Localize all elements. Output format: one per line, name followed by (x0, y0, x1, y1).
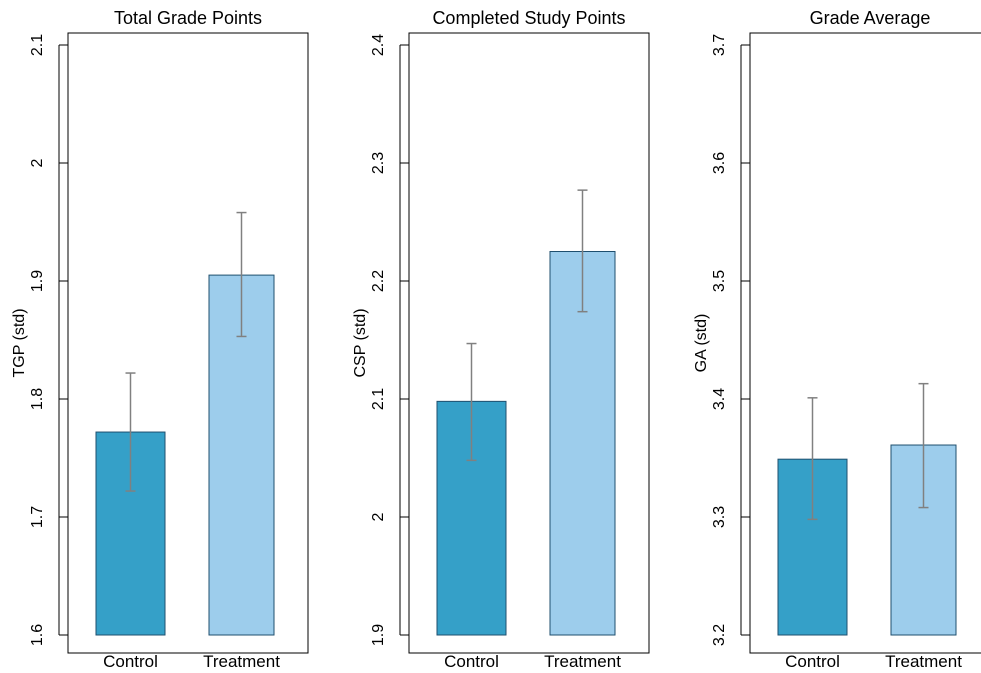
chart-panel-3: Grade Average 3.2 3.3 3.4 3.5 3.6 3.7 GA (std) C… (693, 8, 981, 671)
plot-frame (67, 32, 309, 654)
x-category-label: Treatment (203, 652, 280, 671)
y-tick-label: 1.6 (29, 624, 46, 646)
x-category-label: Control (785, 652, 840, 671)
y-tick-label: 1.9 (370, 624, 387, 646)
y-tick-label: 3.7 (711, 34, 728, 56)
y-tick-label: 2 (370, 512, 387, 521)
y-tick-label: 2.3 (370, 152, 387, 174)
y-tick-label: 1.9 (29, 270, 46, 292)
y-tick-label: 3.6 (711, 152, 728, 174)
y-tick-label: 3.4 (711, 388, 728, 410)
plot-frame (749, 32, 981, 654)
y-tick-label: 3.2 (711, 624, 728, 646)
y-tick-label: 2.4 (370, 34, 387, 56)
y-axis-title: CSP (std) (352, 308, 369, 377)
chart-panel-2: Completed Study Points 1.9 2 2.1 2.2 2.3 2.4 CS… (352, 8, 650, 671)
y-tick-label: 1.7 (29, 506, 46, 528)
y-tick-label: 2 (29, 158, 46, 167)
y-tick-label: 1.8 (29, 388, 46, 410)
chart-title: Total Grade Points (114, 8, 262, 28)
y-axis-title: TGP (std) (11, 308, 28, 377)
y-tick-label: 2.1 (370, 388, 387, 410)
x-category-label: Treatment (544, 652, 621, 671)
y-tick-label: 2.1 (29, 34, 46, 56)
y-axis-title: GA (std) (693, 314, 710, 373)
plot-frame (408, 32, 650, 654)
chart-panel-1: Total Grade Points 1.6 1.7 1.8 1.9 2 2.1 TGP (s… (11, 8, 309, 671)
y-tick-label: 3.5 (711, 270, 728, 292)
chart-title: Grade Average (810, 8, 931, 28)
chart-title: Completed Study Points (432, 8, 625, 28)
x-category-label: Control (444, 652, 499, 671)
x-category-label: Treatment (885, 652, 962, 671)
y-tick-label: 2.2 (370, 270, 387, 292)
y-tick-label: 3.3 (711, 506, 728, 528)
bar-treatment (549, 251, 616, 636)
x-category-label: Control (103, 652, 158, 671)
